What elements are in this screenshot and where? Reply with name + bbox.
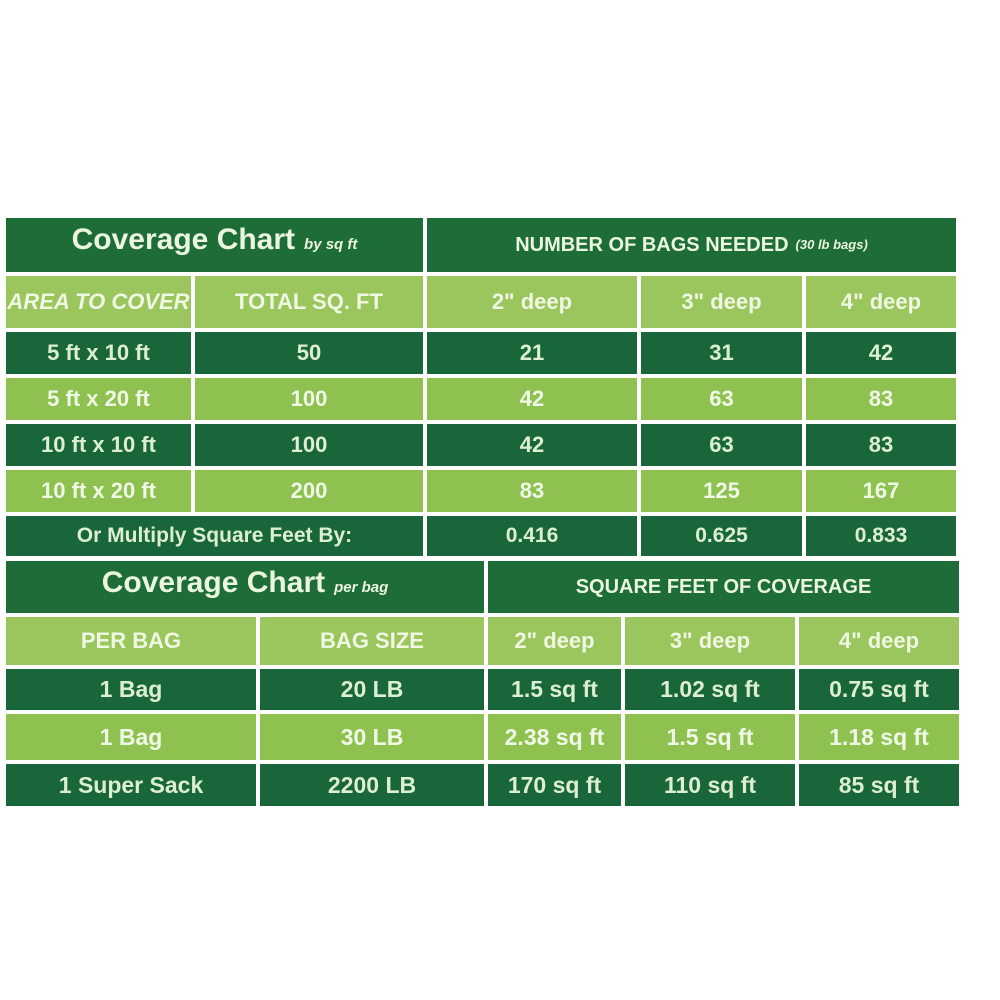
col-header-2in-deep: 2" deep [427, 276, 637, 328]
table-cell: 1 Bag [6, 669, 256, 710]
table-cell: 63 [641, 424, 802, 466]
table2-title-cell: Coverage Chart per bag [6, 561, 484, 613]
table-cell: 1 Bag [6, 714, 256, 760]
table-cell: 1.5 sq ft [625, 714, 795, 760]
table-cell: 42 [427, 378, 637, 420]
table-cell: 2.38 sq ft [488, 714, 621, 760]
table1-title: Coverage Chart [71, 223, 296, 256]
table-cell: 1.5 sq ft [488, 669, 621, 710]
table-cell: 110 sq ft [625, 764, 795, 806]
multiplier-3in: 0.625 [641, 516, 802, 556]
table-cell: 2200 LB [260, 764, 484, 806]
col-header-per-bag: PER BAG [6, 617, 256, 665]
coverage-per-bag-table: Coverage Chart per bag SQUARE FEET OF CO… [6, 561, 959, 806]
col-header-3in-deep: 3" deep [625, 617, 795, 665]
col-header-3in-deep: 3" deep [641, 276, 802, 328]
table-cell: 10 ft x 10 ft [6, 424, 191, 466]
col-header-bag-size: BAG SIZE [260, 617, 484, 665]
table-cell: 1.02 sq ft [625, 669, 795, 710]
multiplier-label: Or Multiply Square Feet By: [6, 516, 423, 556]
col-header-2in-deep: 2" deep [488, 617, 621, 665]
table-cell: 42 [806, 332, 956, 374]
table-cell: 1 Super Sack [6, 764, 256, 806]
col-header-area-to-cover: AREA TO COVER [6, 276, 191, 328]
multiplier-2in: 0.416 [427, 516, 637, 556]
table-cell: 100 [195, 424, 423, 466]
table2-title: Coverage Chart [101, 566, 326, 599]
table1-title-cell: Coverage Chart by sq ft [6, 218, 423, 272]
multiplier-4in: 0.833 [806, 516, 956, 556]
table2-title-note: per bag [334, 579, 389, 596]
table1-span-header-note: (30 lb bags) [795, 237, 868, 253]
table-cell: 10 ft x 20 ft [6, 470, 191, 512]
coverage-by-sqft-table: Coverage Chart by sq ft NUMBER OF BAGS N… [6, 218, 959, 556]
table2-span-header-cell: SQUARE FEET OF COVERAGE [488, 561, 959, 613]
table-cell: 1.18 sq ft [799, 714, 959, 760]
table-cell: 83 [427, 470, 637, 512]
table1-span-header: NUMBER OF BAGS NEEDED [515, 233, 789, 256]
table-cell: 5 ft x 20 ft [6, 378, 191, 420]
tables-container: Coverage Chart by sq ft NUMBER OF BAGS N… [6, 218, 959, 806]
table-cell: 100 [195, 378, 423, 420]
col-header-4in-deep: 4" deep [799, 617, 959, 665]
table-cell: 21 [427, 332, 637, 374]
table-cell: 63 [641, 378, 802, 420]
table-cell: 20 LB [260, 669, 484, 710]
table-cell: 83 [806, 378, 956, 420]
table1-title-note: by sq ft [304, 236, 358, 253]
table-cell: 31 [641, 332, 802, 374]
table-cell: 200 [195, 470, 423, 512]
table-cell: 167 [806, 470, 956, 512]
table2-span-header: SQUARE FEET OF COVERAGE [575, 575, 872, 598]
table-cell: 170 sq ft [488, 764, 621, 806]
table-cell: 83 [806, 424, 956, 466]
table-cell: 85 sq ft [799, 764, 959, 806]
col-header-total-sqft: TOTAL SQ. FT [195, 276, 423, 328]
table-cell: 42 [427, 424, 637, 466]
table-cell: 0.75 sq ft [799, 669, 959, 710]
table-cell: 30 LB [260, 714, 484, 760]
col-header-4in-deep: 4" deep [806, 276, 956, 328]
table1-span-header-cell: NUMBER OF BAGS NEEDED (30 lb bags) [427, 218, 956, 272]
table-cell: 125 [641, 470, 802, 512]
table-cell: 50 [195, 332, 423, 374]
table-cell: 5 ft x 10 ft [6, 332, 191, 374]
